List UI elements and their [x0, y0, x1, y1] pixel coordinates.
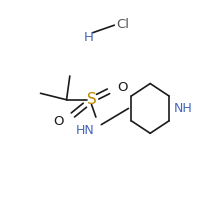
- Text: H: H: [84, 31, 94, 44]
- Text: O: O: [117, 81, 128, 94]
- Text: HN: HN: [76, 124, 95, 137]
- Text: NH: NH: [174, 102, 192, 115]
- Text: S: S: [87, 92, 96, 107]
- Text: O: O: [53, 115, 63, 128]
- Text: Cl: Cl: [117, 18, 130, 31]
